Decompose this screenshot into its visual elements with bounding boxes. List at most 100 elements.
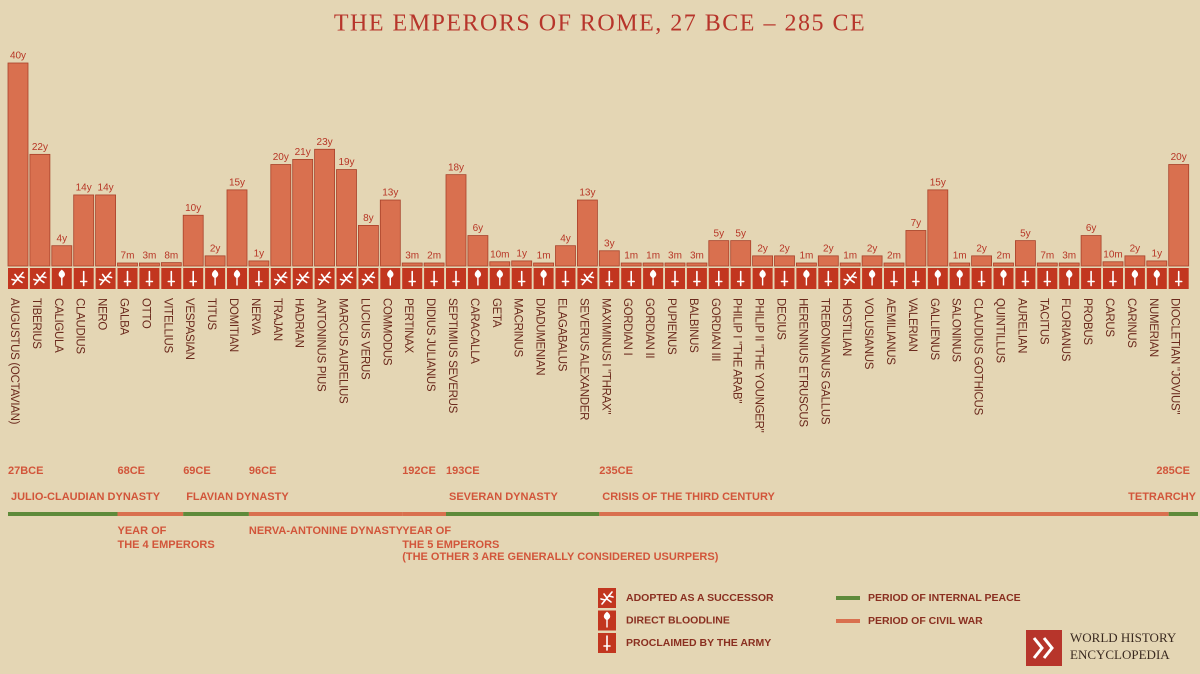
value-label: 1m <box>624 251 638 262</box>
period-name: TETRARCHY <box>1128 491 1196 503</box>
publisher: WORLD HISTORY <box>1070 630 1177 645</box>
value-label: 5y <box>714 228 725 239</box>
emperor-name: GALBA <box>117 298 129 335</box>
bar <box>642 262 664 267</box>
legend-label: DIRECT BLOODLINE <box>626 614 730 626</box>
method-icon <box>1066 269 1073 286</box>
value-label: 20y <box>1171 152 1187 163</box>
bar <box>598 250 620 267</box>
leaf-icon <box>474 269 482 286</box>
bar <box>1146 260 1168 267</box>
bar <box>248 260 270 267</box>
method-icon <box>803 269 810 286</box>
value-label: 8m <box>164 250 178 261</box>
period-name: THE 4 EMPERORS <box>118 539 215 551</box>
bar <box>204 255 226 267</box>
value-label: 1m <box>953 251 967 262</box>
method-icon <box>189 270 197 287</box>
emperor-name: AEMILIANUS <box>884 298 896 365</box>
emperor-name: NERO <box>96 298 108 330</box>
value-label: 1m <box>646 251 660 262</box>
value-label: 2m <box>887 251 901 262</box>
value-label: 14y <box>98 183 114 194</box>
sword-icon <box>1087 270 1095 287</box>
value-label: 21y <box>295 147 311 158</box>
bar <box>620 262 642 267</box>
method-icon <box>517 270 526 287</box>
bar <box>467 235 489 267</box>
branch-icon <box>295 271 310 286</box>
emperor-name: MARCUS AURELIUS <box>336 298 348 404</box>
value-label: 2y <box>823 243 834 254</box>
value-label: 3m <box>405 251 419 262</box>
value-label: 15y <box>229 178 245 189</box>
method-icon <box>58 269 65 286</box>
method-icon <box>1000 269 1007 286</box>
bar <box>927 189 949 267</box>
method-icon <box>627 270 635 287</box>
leaf-icon <box>934 269 941 286</box>
method-icon <box>167 270 176 287</box>
sword-icon <box>780 270 789 287</box>
method-icon <box>496 269 503 286</box>
emperor-name: CARACALLA <box>468 298 480 364</box>
method-icon <box>1021 270 1030 287</box>
period-note: (THE OTHER 3 ARE GENERALLY CONSIDERED US… <box>402 551 719 563</box>
period-name: YEAR OF <box>118 525 167 537</box>
emperor-name: DIDIUS JULIANUS <box>424 298 436 392</box>
branch-icon <box>98 271 113 286</box>
method-icon <box>1109 270 1117 287</box>
period-name: CRISIS OF THE THIRD CENTURY <box>602 491 775 503</box>
sword-icon <box>715 270 723 287</box>
period-name: FLAVIAN DYNASTY <box>186 491 289 503</box>
value-label: 4y <box>560 233 571 244</box>
emperor-name: CARINUS <box>1125 298 1137 348</box>
legend-label: PERIOD OF INTERNAL PEACE <box>868 592 1021 604</box>
value-label: 2y <box>976 243 987 254</box>
value-label: 2m <box>997 251 1011 262</box>
value-label: 1m <box>537 251 551 262</box>
period-date: 193CE <box>446 465 480 477</box>
method-icon <box>123 270 132 287</box>
emperor-name: SEPTIMIUS SEVERUS <box>446 298 458 414</box>
emperor-name: VOLUSIANUS <box>862 298 874 370</box>
bar <box>292 159 314 267</box>
leaf-icon <box>58 269 65 286</box>
value-label: 2y <box>867 243 878 254</box>
bar <box>1036 262 1058 267</box>
emperor-name: DIADUMENIAN <box>534 298 546 375</box>
value-label: 2y <box>757 243 768 254</box>
leaf-icon <box>233 269 241 286</box>
leaf-icon <box>496 269 503 286</box>
sword-icon <box>561 270 570 287</box>
sword-icon <box>255 270 263 287</box>
leaf-icon <box>1153 269 1160 286</box>
method-icon <box>1153 269 1160 286</box>
method-icon <box>649 269 657 286</box>
sword-icon <box>824 270 833 287</box>
legend-label: PROCLAIMED BY THE ARMY <box>626 637 771 649</box>
method-icon <box>33 271 47 286</box>
period-date: 69CE <box>183 465 211 477</box>
value-label: 3m <box>668 251 682 262</box>
sword-icon <box>79 270 88 287</box>
emperor-name: GORDIAN II <box>643 298 655 358</box>
period-date: 68CE <box>118 465 146 477</box>
leaf-icon <box>868 269 876 286</box>
emperor-name: DOMITIAN <box>227 298 239 352</box>
value-label: 3m <box>142 251 156 262</box>
sword-icon <box>1021 270 1030 287</box>
emperor-name: FLORIANUS <box>1059 298 1071 362</box>
sword-icon <box>408 270 416 287</box>
sword-icon <box>890 270 898 287</box>
value-label: 14y <box>76 183 92 194</box>
leaf-icon <box>211 269 219 286</box>
bar <box>270 164 292 267</box>
method-icon <box>868 269 876 286</box>
emperor-name: ANTONINUS PIUS <box>315 298 327 392</box>
bar <box>401 262 423 267</box>
emperor-name: PERTINAX <box>402 298 414 354</box>
value-label: 1y <box>1152 249 1163 260</box>
method-icon <box>274 271 288 286</box>
sword-icon <box>977 270 986 287</box>
